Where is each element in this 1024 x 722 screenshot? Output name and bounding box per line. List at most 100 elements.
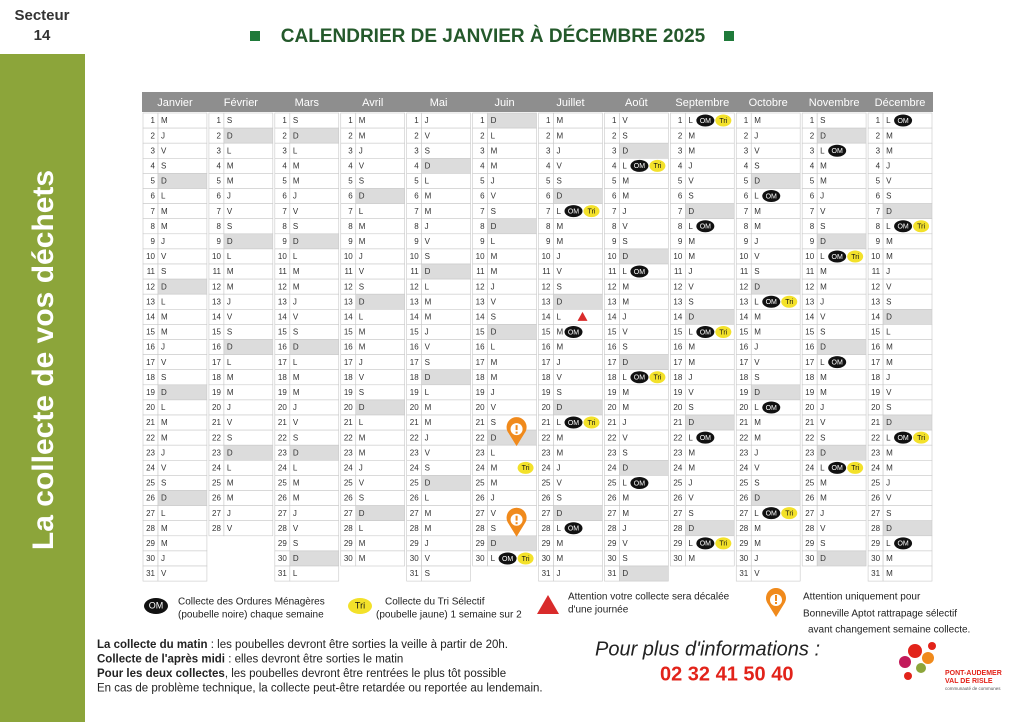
day-number: 24 [542, 463, 551, 472]
day-number: 10 [476, 252, 485, 261]
weekday: S [161, 267, 166, 276]
weekday: V [425, 237, 431, 246]
day-number: 4 [348, 161, 353, 170]
om-badge [498, 552, 517, 565]
weekday: M [425, 192, 432, 201]
weekday: D [557, 297, 563, 306]
weekday: M [754, 222, 761, 231]
weekday: D [622, 252, 628, 261]
tri-badge [583, 416, 600, 429]
weekday: J [886, 479, 890, 488]
day-number: 18 [146, 373, 155, 382]
day-number: 26 [871, 494, 880, 503]
day-number: 25 [739, 479, 748, 488]
day-cell [355, 142, 405, 159]
day-number: 28 [739, 524, 748, 533]
om-label: OM [634, 375, 645, 382]
logo-text: communauté de communes [945, 686, 1001, 691]
weekday: S [622, 343, 627, 352]
om-label: OM [766, 510, 777, 517]
weekday: J [820, 509, 824, 518]
weekday: S [886, 403, 891, 412]
weekday: D [425, 267, 431, 276]
weekday: J [557, 146, 561, 155]
weekday: S [688, 509, 693, 518]
day-number: 24 [146, 463, 155, 472]
weekday: J [227, 509, 231, 518]
day-number: 11 [740, 267, 749, 276]
day-number: 18 [739, 373, 748, 382]
legend-text: d'une journée [568, 605, 629, 616]
legend-text: (poubelle jaune) 1 semaine sur 2 [376, 610, 522, 621]
day-number: 13 [212, 297, 221, 306]
weekday: S [425, 358, 430, 367]
day-cell [553, 459, 603, 476]
weekday: J [886, 161, 890, 170]
tri-label: Tri [851, 465, 859, 472]
day-number: 24 [278, 463, 287, 472]
weekday: M [359, 433, 366, 442]
weekday: J [293, 403, 297, 412]
note-text: En cas de problème technique, la collect… [97, 683, 543, 695]
weekday: L [886, 539, 891, 548]
weekday: V [622, 539, 628, 548]
day-number: 10 [608, 252, 617, 261]
day-cell [750, 127, 801, 144]
weekday: M [557, 328, 564, 337]
weekday: D [491, 433, 497, 442]
weekday: S [293, 539, 298, 548]
day-number: 4 [480, 161, 485, 170]
weekday: J [557, 569, 561, 578]
day-number: 28 [410, 524, 419, 533]
day-number: 20 [146, 403, 155, 412]
weekday: L [886, 116, 891, 125]
day-cell [223, 505, 274, 522]
weekday: S [359, 388, 364, 397]
weekday: S [622, 131, 627, 140]
month-name: Septembre [675, 97, 729, 109]
day-cell [619, 203, 669, 220]
day-number: 5 [546, 177, 551, 186]
day-number: 4 [744, 161, 749, 170]
weekday: S [820, 222, 825, 231]
day-number: 5 [216, 177, 221, 186]
day-number: 8 [678, 222, 683, 231]
day-cell [553, 142, 603, 159]
day-number: 20 [673, 403, 682, 412]
day-number: 2 [216, 131, 221, 140]
note: La collecte du matin : les poubelles dev… [97, 639, 508, 651]
logo-mark [899, 642, 936, 680]
day-number: 17 [344, 358, 353, 367]
day-number: 18 [344, 373, 353, 382]
day-number: 26 [608, 494, 617, 503]
weekday: D [820, 131, 826, 140]
weekday: J [161, 554, 165, 563]
day-number: 23 [410, 448, 419, 457]
day-number: 1 [348, 116, 353, 125]
weekday: M [227, 177, 234, 186]
day-number: 24 [739, 463, 748, 472]
weekday: M [161, 418, 168, 427]
day-number: 8 [876, 222, 881, 231]
day-number: 12 [278, 282, 287, 291]
weekday: D [622, 146, 628, 155]
weekday: M [293, 388, 300, 397]
alert-icon [537, 595, 559, 614]
day-number: 8 [151, 222, 156, 231]
day-number: 25 [542, 479, 551, 488]
om-badge [696, 220, 715, 233]
day-number: 11 [806, 267, 815, 276]
weekday: S [161, 479, 166, 488]
weekday: J [820, 297, 824, 306]
day-number: 29 [278, 539, 287, 548]
weekday: D [754, 494, 760, 503]
day-number: 5 [151, 177, 156, 186]
day-number: 3 [876, 146, 881, 155]
weekday: M [754, 116, 761, 125]
om-badge [762, 295, 781, 308]
day-number: 3 [744, 146, 749, 155]
day-cell [157, 127, 208, 144]
weekday: J [227, 192, 231, 201]
day-number: 27 [410, 509, 419, 518]
day-number: 13 [278, 297, 287, 306]
